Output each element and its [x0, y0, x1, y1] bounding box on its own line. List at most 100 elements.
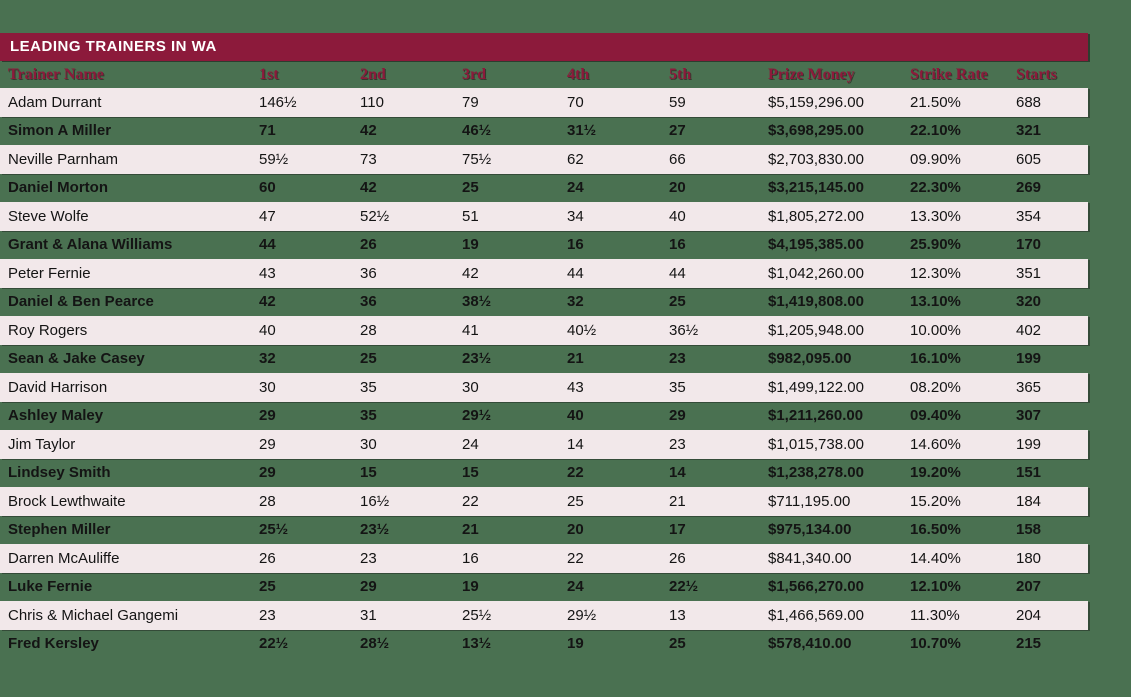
table-row: Adam Durrant 146½ 110 79 70 59 $5,159,296.00 21…	[0, 88, 1088, 117]
stat-cell: 19.20%	[910, 464, 961, 482]
stat-cell: $3,215,145.00	[768, 179, 864, 197]
stat-cell: $1,566,270.00	[768, 578, 864, 596]
column-header: 2nd	[360, 65, 386, 83]
stat-cell: 320	[1016, 293, 1042, 311]
stat-cell: 22.10%	[910, 122, 961, 140]
stat-cell: 365	[1016, 378, 1042, 396]
trainer-name-cell: Fred Kersley	[8, 635, 99, 653]
table-row: Darren McAuliffe 26 23 16 22 26 $841,340.00 14.…	[0, 544, 1088, 573]
trainer-name-cell: Simon A Miller	[8, 122, 112, 140]
stat-cell: 204	[1016, 606, 1042, 624]
stat-cell: 321	[1016, 122, 1042, 140]
stat-cell: 158	[1016, 521, 1042, 539]
table-row: Neville Parnham 59½ 73 75½ 62 66 $2,703,830.00…	[0, 145, 1088, 174]
stat-cell: 25½	[259, 521, 289, 539]
stat-cell: 29	[360, 578, 377, 596]
stat-cell: 23	[259, 606, 276, 624]
stat-cell: 24	[567, 179, 584, 197]
trainer-name-cell: Steve Wolfe	[8, 207, 89, 225]
stat-cell: $4,195,385.00	[768, 236, 864, 254]
stat-cell: 351	[1016, 264, 1042, 282]
stat-cell: $975,134.00	[768, 521, 852, 539]
stat-cell: 43	[567, 378, 584, 396]
stat-cell: 42	[360, 179, 377, 197]
stat-cell: 42	[360, 122, 377, 140]
column-header: Trainer Name	[8, 65, 104, 83]
trainer-name-cell: Neville Parnham	[8, 150, 119, 168]
stat-cell: 35	[360, 407, 377, 425]
column-header-row: Trainer Name 1st 2nd 3rd 4th 5th Prize Money St…	[0, 61, 1088, 88]
stat-cell: 21	[462, 521, 479, 539]
stat-cell: 13.30%	[910, 207, 961, 225]
stat-cell: 43	[259, 264, 276, 282]
stat-cell: 28	[259, 492, 276, 510]
stat-cell: $982,095.00	[768, 350, 852, 368]
stat-cell: 47	[259, 207, 276, 225]
stat-cell: 70	[567, 93, 584, 111]
stat-cell: 16	[567, 236, 584, 254]
stat-cell: 66	[669, 150, 686, 168]
stat-cell: 110	[360, 93, 384, 111]
stat-cell: 23½	[462, 350, 492, 368]
trainer-name-cell: Daniel Morton	[8, 179, 108, 197]
stat-cell: 21	[669, 492, 686, 510]
stat-cell: 25	[360, 350, 377, 368]
stat-cell: 28	[360, 321, 377, 339]
stat-cell: 12.30%	[910, 264, 961, 282]
stat-cell: 199	[1016, 350, 1042, 368]
stat-cell: 25	[259, 578, 276, 596]
stat-cell: 22.30%	[910, 179, 961, 197]
stat-cell: 44	[669, 264, 686, 282]
table-row: Fred Kersley 22½ 28½ 13½ 19 25 $578,410.00 10.7…	[0, 630, 1088, 659]
stat-cell: 62	[567, 150, 584, 168]
trainer-name-cell: Daniel & Ben Pearce	[8, 293, 154, 311]
stat-cell: 38½	[462, 293, 492, 311]
stat-cell: 40	[259, 321, 276, 339]
stat-cell: $578,410.00	[768, 635, 852, 653]
stat-cell: 14	[567, 435, 584, 453]
stat-cell: 19	[462, 236, 479, 254]
trainer-name-cell: Brock Lewthwaite	[8, 492, 126, 510]
column-header: 4th	[567, 65, 590, 83]
stat-cell: 71	[259, 122, 276, 140]
stat-cell: 605	[1016, 150, 1042, 168]
stat-cell: 52½	[360, 207, 390, 225]
table-body: Adam Durrant 146½ 110 79 70 59 $5,159,296.00 21…	[0, 88, 1088, 658]
stat-cell: $1,419,808.00	[768, 293, 864, 311]
stat-cell: 30	[259, 378, 276, 396]
stat-cell: 146½	[259, 93, 297, 111]
stat-cell: $1,466,569.00	[768, 606, 864, 624]
stat-cell: 73	[360, 150, 377, 168]
column-header: 1st	[259, 65, 279, 83]
stat-cell: 79	[462, 93, 479, 111]
stat-cell: 42	[462, 264, 479, 282]
column-header: Prize Money	[768, 65, 855, 83]
stat-cell: 59½	[259, 150, 289, 168]
table-row: Sean & Jake Casey 32 25 23½ 21 23 $982,095.00 1…	[0, 345, 1088, 374]
table-row: Chris & Michael Gangemi 23 31 25½ 29½ 13 $1,46…	[0, 601, 1088, 630]
stat-cell: 27	[669, 122, 686, 140]
stat-cell: 59	[669, 93, 686, 111]
stat-cell: 40½	[567, 321, 597, 339]
stat-cell: 14	[669, 464, 686, 482]
stat-cell: 30	[462, 378, 479, 396]
stat-cell: 26	[259, 549, 276, 567]
trainer-name-cell: Jim Taylor	[8, 435, 76, 453]
stat-cell: 25½	[462, 606, 492, 624]
stat-cell: 15	[360, 464, 377, 482]
column-header: 3rd	[462, 65, 486, 83]
stat-cell: 24	[462, 435, 479, 453]
stat-cell: 151	[1016, 464, 1042, 482]
table-row: Simon A Miller 71 42 46½ 31½ 27 $3,698,295.00 2…	[0, 117, 1088, 146]
table-row: Lindsey Smith 29 15 15 22 14 $1,238,278.00 19.2…	[0, 459, 1088, 488]
stat-cell: $1,499,122.00	[768, 378, 864, 396]
table-row: Luke Fernie 25 29 19 24 22½ $1,566,270.00 12.10…	[0, 573, 1088, 602]
stat-cell: $5,159,296.00	[768, 93, 864, 111]
stat-cell: 42	[259, 293, 276, 311]
stat-cell: 23½	[360, 521, 390, 539]
stat-cell: 20	[567, 521, 584, 539]
stat-cell: 21	[567, 350, 584, 368]
stat-cell: $1,205,948.00	[768, 321, 864, 339]
trainer-name-cell: Adam Durrant	[8, 93, 102, 111]
stat-cell: 25	[669, 293, 686, 311]
